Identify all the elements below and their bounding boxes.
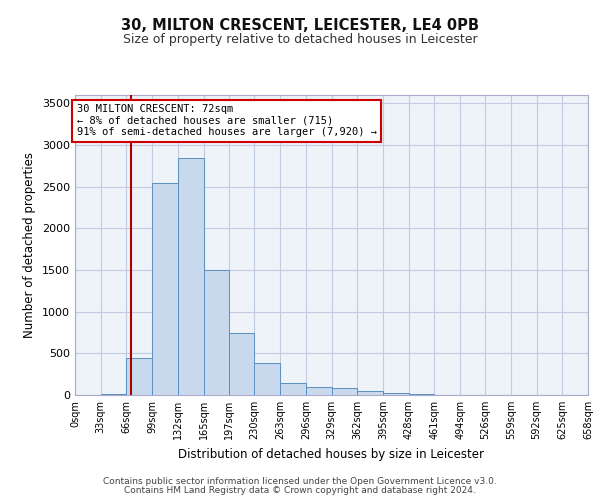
Bar	[383, 392, 409, 395]
X-axis label: Distribution of detached houses by size in Leicester: Distribution of detached houses by size …	[179, 448, 485, 460]
Bar	[127, 358, 152, 395]
Text: Contains public sector information licensed under the Open Government Licence v3: Contains public sector information licen…	[103, 477, 497, 486]
Text: Contains HM Land Registry data © Crown copyright and database right 2024.: Contains HM Land Registry data © Crown c…	[124, 486, 476, 495]
Bar	[178, 158, 203, 395]
Bar	[203, 270, 229, 395]
Bar	[152, 182, 178, 395]
Bar	[306, 386, 331, 395]
Bar	[331, 388, 357, 395]
Bar	[280, 382, 306, 395]
Text: Size of property relative to detached houses in Leicester: Size of property relative to detached ho…	[122, 32, 478, 46]
Bar	[101, 394, 127, 395]
Y-axis label: Number of detached properties: Number of detached properties	[23, 152, 37, 338]
Bar	[409, 394, 434, 395]
Bar	[229, 332, 254, 395]
Bar	[254, 362, 280, 395]
Bar	[357, 391, 383, 395]
Text: 30, MILTON CRESCENT, LEICESTER, LE4 0PB: 30, MILTON CRESCENT, LEICESTER, LE4 0PB	[121, 18, 479, 32]
Text: 30 MILTON CRESCENT: 72sqm
← 8% of detached houses are smaller (715)
91% of semi-: 30 MILTON CRESCENT: 72sqm ← 8% of detach…	[77, 104, 377, 138]
